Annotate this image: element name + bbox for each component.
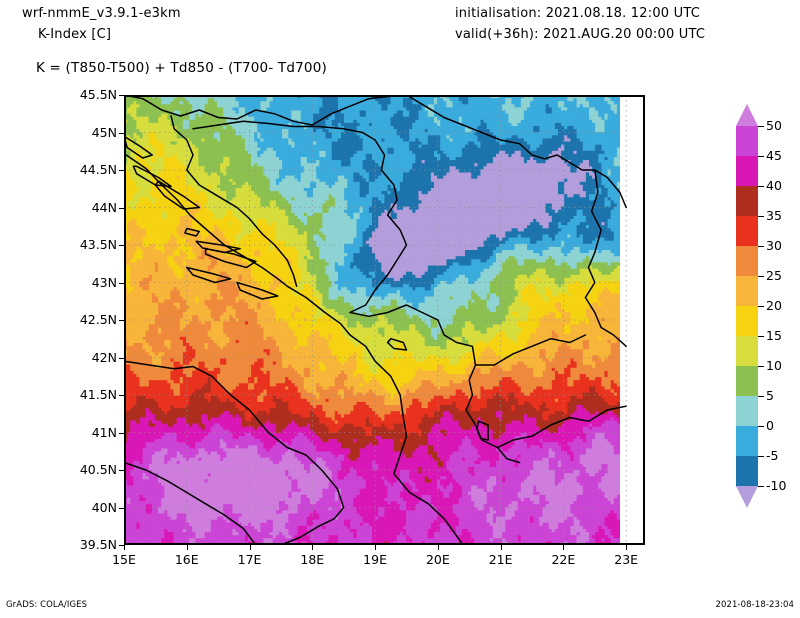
colorbar-tick-mark [758, 246, 764, 247]
colorbar-tick-label: 30 [766, 239, 782, 253]
colorbar-tick-label: 35 [766, 209, 782, 223]
y-tick-mark [119, 357, 124, 359]
valid-time: valid(+36h): 2021.AUG.20 00:00 UTC [455, 27, 705, 42]
colorbar-band [736, 396, 758, 427]
colorbar-tick-label: 45 [766, 149, 782, 163]
colorbar-tick-label: 20 [766, 299, 782, 313]
map-plot-area [124, 95, 645, 545]
y-tick-mark [119, 432, 124, 434]
colorbar-tick-mark [758, 276, 764, 277]
colorbar-tick-label: 5 [766, 389, 774, 403]
y-tick-label: 42.5N [62, 312, 117, 327]
colorbar-tick-mark [758, 156, 764, 157]
colorbar-tick-label: 0 [766, 419, 774, 433]
y-tick-mark [119, 132, 124, 134]
x-tick-label: 22E [541, 552, 585, 567]
colorbar-tick-label: 10 [766, 359, 782, 373]
colorbar-tick-label: 50 [766, 119, 782, 133]
colorbar-band [736, 186, 758, 217]
x-tick-mark [626, 545, 628, 550]
y-tick-mark [119, 507, 124, 509]
y-tick-label: 45N [62, 125, 117, 140]
y-tick-label: 39.5N [62, 537, 117, 552]
initialisation-time: initialisation: 2021.08.18. 12:00 UTC [455, 6, 700, 21]
colorbar-tick-mark [758, 216, 764, 217]
colorbar-tick-mark [758, 396, 764, 397]
y-tick-mark [119, 170, 124, 171]
colorbar-tick-label: -10 [766, 479, 786, 493]
colorbar-band [736, 126, 758, 157]
y-tick-label: 43.5N [62, 237, 117, 252]
kindex-heatmap [124, 95, 645, 545]
x-tick-mark [312, 545, 314, 550]
x-tick-mark [437, 545, 439, 550]
y-tick-mark [119, 207, 124, 209]
y-tick-label: 40.5N [62, 462, 117, 477]
y-tick-label: 40N [62, 500, 117, 515]
footer-credit: GrADS: COLA/IGES [6, 600, 87, 610]
x-tick-label: 16E [165, 552, 209, 567]
plot-frame [124, 95, 645, 545]
y-tick-label: 44.5N [62, 162, 117, 177]
y-tick-mark [119, 245, 124, 246]
y-tick-mark [119, 545, 124, 546]
colorbar-tick-label: 40 [766, 179, 782, 193]
x-tick-label: 19E [353, 552, 397, 567]
x-tick-label: 21E [479, 552, 523, 567]
y-tick-mark [119, 470, 124, 471]
y-tick-label: 41N [62, 425, 117, 440]
x-tick-mark [375, 545, 377, 550]
colorbar-band [736, 216, 758, 247]
colorbar-tick-mark [758, 306, 764, 307]
colorbar: -10 -5 0 5 10 15 20 25 30 35 40 45 50 [730, 104, 796, 508]
coastlines-borders [124, 95, 627, 545]
colorbar-band [736, 336, 758, 367]
x-tick-mark [500, 545, 502, 550]
y-tick-mark [119, 320, 124, 321]
y-tick-label: 44N [62, 200, 117, 215]
y-tick-label: 42N [62, 350, 117, 365]
x-tick-label: 20E [416, 552, 460, 567]
colorbar-tick-mark [758, 186, 764, 187]
colorbar-band [736, 276, 758, 307]
colorbar-band [736, 456, 758, 487]
model-title: wrf-nmmE_v3.9.1-e3km [22, 6, 181, 21]
colorbar-tick-mark [758, 426, 764, 427]
colorbar-band [736, 426, 758, 457]
y-tick-label: 45.5N [62, 87, 117, 102]
y-tick-label: 41.5N [62, 387, 117, 402]
footer-timestamp: 2021-08-18-23:04 [715, 600, 794, 610]
colorbar-band [736, 366, 758, 397]
x-tick-label: 23E [604, 552, 648, 567]
x-tick-label: 15E [102, 552, 146, 567]
colorbar-tick-label: 15 [766, 329, 782, 343]
formula-annotation: K = (T850-T500) + Td850 - (T700- Td700) [36, 60, 327, 76]
x-tick-label: 17E [228, 552, 272, 567]
colorbar-tick-label: -5 [766, 449, 778, 463]
colorbar-band [736, 306, 758, 337]
x-tick-mark [563, 545, 565, 550]
colorbar-under-arrow [736, 486, 758, 508]
y-tick-mark [119, 395, 124, 396]
colorbar-tick-mark [758, 126, 764, 127]
colorbar-band [736, 156, 758, 187]
y-tick-mark [119, 282, 124, 284]
field-title: K-Index [C] [38, 27, 111, 42]
colorbar-tick-label: 25 [766, 269, 782, 283]
colorbar-over-arrow [736, 104, 758, 126]
y-tick-label: 43N [62, 275, 117, 290]
colorbar-tick-mark [758, 456, 764, 457]
x-tick-mark [249, 545, 251, 550]
y-tick-mark [119, 95, 124, 96]
colorbar-tick-mark [758, 366, 764, 367]
colorbar-tick-mark [758, 486, 764, 487]
colorbar-band [736, 246, 758, 277]
colorbar-tick-mark [758, 336, 764, 337]
x-tick-label: 18E [290, 552, 334, 567]
x-tick-mark [124, 545, 125, 550]
x-tick-mark [186, 545, 188, 550]
lat-lon-grid [124, 95, 627, 545]
